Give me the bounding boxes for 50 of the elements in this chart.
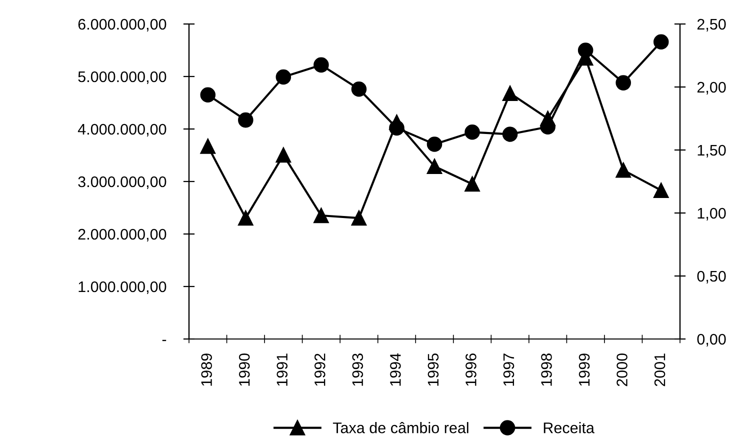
x-tick-label: 1994 [390,353,401,386]
y-tick-label: 6.000.000,00 [78,18,166,32]
y2-tick-label: 0,00 [697,334,726,346]
y-tick-label: 1.000.000,00 [78,281,166,294]
point [200,87,216,103]
point [616,162,631,178]
y-tick-label: 5.000.000,00 [78,71,166,84]
point [314,208,329,224]
y-tick-label: 2.000.000,00 [78,228,166,242]
point [464,124,480,140]
point [314,57,329,73]
y-tick-label: 3.000.000,00 [78,176,166,189]
point [502,86,518,101]
x-tick-label: 1997 [503,354,514,386]
point [351,210,367,226]
legend-label: Taxa de câmbio real [332,422,468,434]
point [200,138,216,154]
y2-tick-label: 0,50 [697,270,726,284]
point [238,112,254,128]
point [238,210,254,226]
x-tick-label: 2001 [654,354,666,386]
x-tick-label: 1998 [541,354,552,386]
point [502,126,518,142]
x-tick-label: 1995 [428,354,439,386]
x-tick-label: 1989 [201,354,212,386]
y2-tick-label: 1,00 [698,208,726,220]
y2-tick-label: 2,00 [697,82,726,94]
point [653,182,669,198]
point [426,136,442,152]
point [389,120,404,136]
y2-tick-label: 1,50 [698,144,726,158]
point [578,42,594,58]
x-tick-label: 1991 [276,354,288,386]
x-tick-label: 1992 [314,354,326,386]
point [426,158,442,174]
y-tick-label: 4.000.000,00 [78,124,166,136]
x-tick-label: 1993 [352,354,364,386]
point [276,147,292,163]
y2-tick-label: 2,50 [697,18,726,32]
point [464,176,480,192]
point [653,34,669,50]
y-tick-label: - [162,340,166,342]
x-tick-label: 1996 [466,354,476,386]
point [351,81,367,97]
x-tick-label: 1990 [238,353,250,386]
legend-label: Receita [544,422,594,434]
point [616,75,631,90]
x-tick-label: 2000 [616,353,628,386]
x-tick-label: 1999 [578,354,590,386]
point [276,69,292,85]
